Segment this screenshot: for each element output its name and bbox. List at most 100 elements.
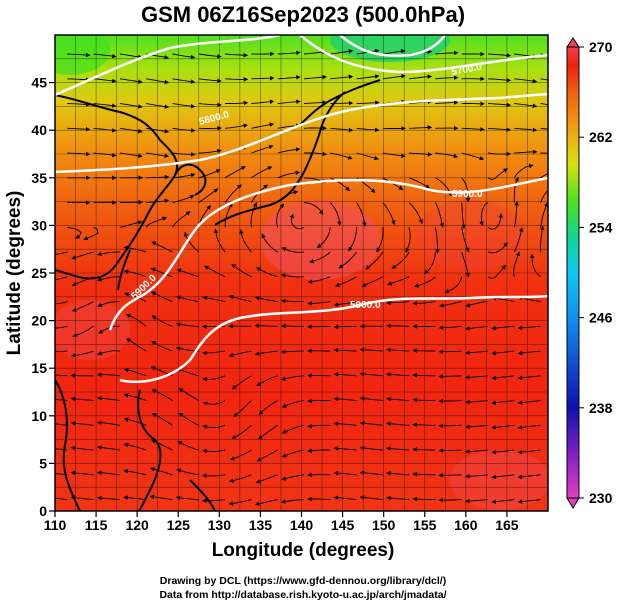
wind-streamline bbox=[202, 350, 226, 356]
wind-streamline bbox=[540, 202, 548, 228]
wind-streamline bbox=[356, 100, 380, 105]
wind-streamline bbox=[330, 74, 354, 80]
colorbar-scale bbox=[566, 46, 580, 499]
wind-streamline bbox=[409, 74, 433, 80]
wind-streamline bbox=[465, 350, 489, 355]
wind-streamline bbox=[93, 152, 117, 158]
wind-streamline bbox=[307, 301, 331, 306]
wind-streamline bbox=[277, 170, 301, 179]
contour-5600 bbox=[339, 35, 447, 57]
wind-streamline bbox=[198, 148, 222, 154]
wind-streamline bbox=[289, 213, 305, 230]
x-tick-label: 120 bbox=[125, 517, 149, 533]
wind-streamline bbox=[338, 251, 357, 269]
wind-streamline bbox=[123, 367, 147, 377]
wind-streamline bbox=[539, 225, 545, 253]
wind-streamline bbox=[225, 100, 249, 106]
asia-coastline bbox=[55, 94, 179, 280]
wind-streamline bbox=[333, 324, 357, 330]
wind-streamline bbox=[307, 448, 331, 453]
y-tick-label: 40 bbox=[31, 122, 47, 138]
contour-5900 bbox=[108, 176, 548, 331]
wind-streamline bbox=[124, 292, 147, 302]
wind-streamline bbox=[359, 470, 383, 476]
wind-streamline bbox=[202, 498, 226, 504]
wind-streamline bbox=[72, 301, 94, 312]
wind-streamline bbox=[224, 184, 242, 203]
colorbar-tick-label: 230 bbox=[589, 490, 613, 506]
wind-streamline bbox=[356, 127, 380, 133]
wind-streamline bbox=[146, 152, 170, 159]
colorbar-tick-label: 246 bbox=[589, 310, 613, 326]
contour-5800 bbox=[55, 92, 548, 174]
wind-streamline bbox=[438, 423, 462, 429]
wind-streamline bbox=[330, 177, 351, 192]
wind-streamline bbox=[303, 74, 327, 80]
wind-streamline bbox=[316, 227, 331, 248]
wind-streamline bbox=[435, 100, 459, 105]
wind-streamline bbox=[333, 495, 357, 501]
wind-streamline bbox=[172, 127, 196, 133]
credit-data: Data from http://database.rish.kyoto-u.a… bbox=[159, 589, 446, 601]
wind-streamline bbox=[151, 315, 173, 327]
wind-streamline bbox=[435, 75, 459, 80]
height-contours bbox=[55, 35, 548, 384]
wind-streamline bbox=[514, 78, 538, 84]
wind-streamline bbox=[461, 227, 470, 253]
y-tick-label: 15 bbox=[31, 360, 47, 376]
wind-streamline bbox=[540, 127, 548, 130]
x-tick-label: 125 bbox=[167, 517, 191, 533]
wind-streamline bbox=[359, 421, 383, 426]
colorbar-tick-label: 238 bbox=[589, 400, 613, 416]
wind-streamline bbox=[228, 350, 252, 358]
wind-streamline bbox=[198, 125, 222, 131]
wind-streamline bbox=[202, 448, 226, 454]
wind-streamline bbox=[67, 102, 91, 107]
borneo-coastline bbox=[189, 479, 216, 511]
wind-streamline bbox=[382, 152, 406, 158]
wind-streamline bbox=[412, 422, 436, 427]
wind-streamline bbox=[55, 301, 68, 305]
x-tick-label: 130 bbox=[208, 517, 232, 533]
wind-streamline bbox=[514, 149, 538, 155]
wind-streamline bbox=[178, 412, 199, 426]
wind-streamline bbox=[256, 267, 278, 278]
wind-streamline bbox=[438, 398, 462, 404]
wind-streamline bbox=[330, 127, 354, 133]
wind-streamline bbox=[412, 373, 436, 378]
wind-streamline bbox=[487, 127, 512, 132]
wind-streamline bbox=[382, 74, 406, 80]
wind-streamline bbox=[409, 152, 433, 157]
wind-streamline bbox=[228, 499, 252, 506]
x-axis-ticks: 110 115 120 125 130 135 140 145 150 155 160 165 bbox=[44, 511, 519, 533]
contour-label: 5700.0 bbox=[451, 62, 483, 78]
wind-streamline bbox=[461, 177, 471, 203]
wind-streamline bbox=[67, 52, 91, 58]
wind-streamline bbox=[172, 194, 195, 204]
contour-5700-east bbox=[299, 35, 548, 74]
x-tick-label: 165 bbox=[495, 517, 519, 533]
wind-streamline bbox=[123, 442, 147, 451]
wind-streamline bbox=[254, 295, 278, 303]
wind-streamline bbox=[414, 276, 436, 288]
x-tick-label: 115 bbox=[85, 517, 108, 533]
wind-streamline bbox=[198, 53, 222, 59]
wind-streamline bbox=[202, 375, 226, 382]
wind-streamline bbox=[307, 423, 331, 429]
wind-streamline bbox=[151, 241, 173, 253]
wind-streamline bbox=[255, 474, 278, 484]
wind-streamline bbox=[251, 144, 274, 154]
wind-streamline bbox=[96, 396, 120, 402]
wind-streamline bbox=[97, 350, 120, 356]
taiwan-coastline bbox=[117, 249, 131, 291]
wind-streamline bbox=[434, 227, 440, 254]
wind-streamline bbox=[97, 301, 120, 307]
contour-label: 5900.0 bbox=[452, 189, 483, 200]
wind-streamline bbox=[67, 226, 82, 239]
wind-streamline bbox=[150, 267, 173, 278]
wind-streamline bbox=[96, 470, 120, 476]
wind-streamline bbox=[386, 300, 410, 306]
wind-streamline bbox=[229, 449, 252, 461]
wind-streamline bbox=[256, 449, 278, 462]
colorbar-top-arrow bbox=[566, 37, 580, 48]
